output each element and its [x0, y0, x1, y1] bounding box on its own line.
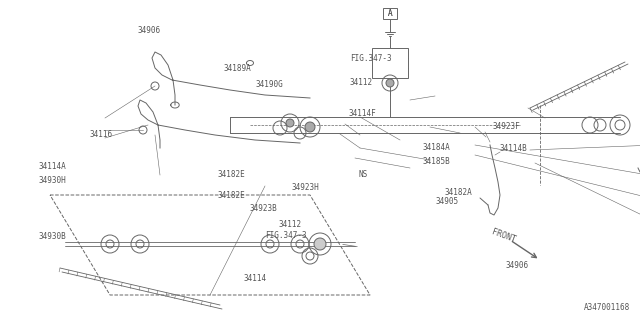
Text: 34182A: 34182A: [445, 188, 472, 196]
Circle shape: [286, 119, 294, 127]
Text: A347001168: A347001168: [584, 303, 630, 312]
Text: 34185B: 34185B: [422, 157, 450, 166]
Text: 34114B: 34114B: [499, 144, 527, 153]
Text: 34182E: 34182E: [218, 170, 245, 179]
Bar: [372, 48, 408, 78]
Text: 34114A: 34114A: [38, 162, 66, 171]
Circle shape: [305, 122, 315, 132]
Text: A: A: [388, 9, 392, 18]
Text: 34112: 34112: [278, 220, 301, 228]
Text: FIG.347-3: FIG.347-3: [350, 53, 392, 62]
Text: 34189A: 34189A: [224, 64, 252, 73]
Text: 34930H: 34930H: [38, 176, 66, 185]
FancyBboxPatch shape: [383, 8, 397, 19]
Text: 34184A: 34184A: [422, 143, 450, 152]
Text: 34182E: 34182E: [218, 191, 245, 200]
Text: 34906: 34906: [138, 26, 161, 35]
Text: 34116: 34116: [90, 130, 113, 139]
Text: 34906: 34906: [506, 261, 529, 270]
Text: 34905: 34905: [435, 197, 458, 206]
Text: 34114: 34114: [243, 274, 266, 283]
Text: FRONT: FRONT: [490, 228, 516, 244]
Text: 34930B: 34930B: [38, 232, 66, 241]
Text: NS: NS: [358, 170, 367, 179]
Text: 34114F: 34114F: [349, 109, 376, 118]
Circle shape: [386, 79, 394, 87]
Text: FIG.347-3: FIG.347-3: [266, 231, 307, 240]
Text: 34923B: 34923B: [250, 204, 277, 212]
Text: 34923H: 34923H: [291, 183, 319, 192]
Text: 34190G: 34190G: [256, 80, 284, 89]
Text: A: A: [388, 9, 392, 18]
Text: 34923F: 34923F: [493, 122, 520, 131]
Circle shape: [314, 238, 326, 250]
Text: 34112: 34112: [350, 77, 373, 86]
